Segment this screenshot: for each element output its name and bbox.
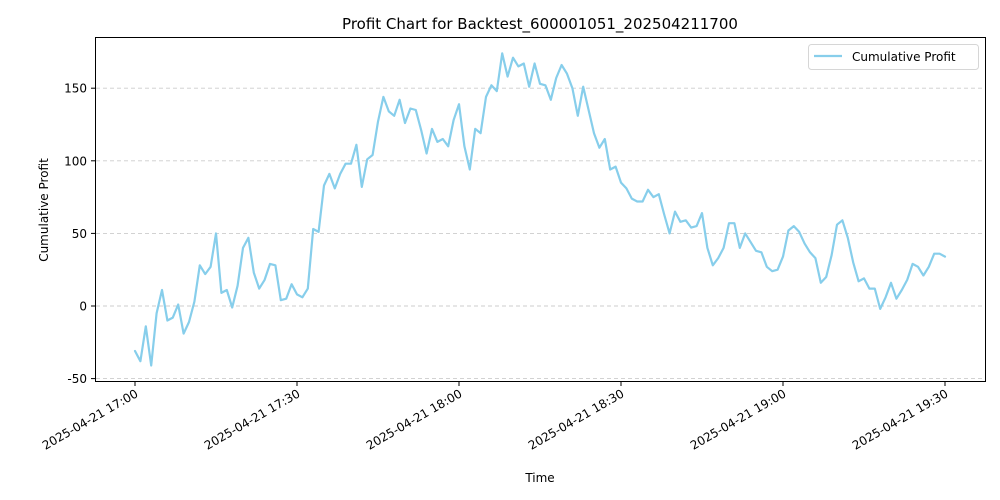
plot-line-group bbox=[133, 52, 947, 367]
legend: Cumulative Profit bbox=[808, 44, 979, 70]
y-tick-label: 150 bbox=[64, 82, 87, 96]
y-grid-lines bbox=[96, 87, 985, 380]
x-axis-label: Time bbox=[524, 471, 554, 485]
y-axis-label: Cumulative Profit bbox=[37, 158, 51, 262]
legend-label: Cumulative Profit bbox=[852, 50, 956, 64]
y-tick-label: -50 bbox=[67, 372, 87, 386]
chart-title: Profit Chart for Backtest_600001051_2025… bbox=[342, 15, 738, 34]
y-axis: -50 0 50 100 150 bbox=[64, 82, 96, 386]
y-tick-label: 0 bbox=[79, 300, 87, 314]
y-tick-label: 50 bbox=[72, 227, 87, 241]
cumulative-profit-line bbox=[133, 52, 947, 367]
axes-frame bbox=[95, 37, 986, 382]
legend-box bbox=[808, 44, 979, 70]
y-tick-label: 100 bbox=[64, 154, 87, 168]
